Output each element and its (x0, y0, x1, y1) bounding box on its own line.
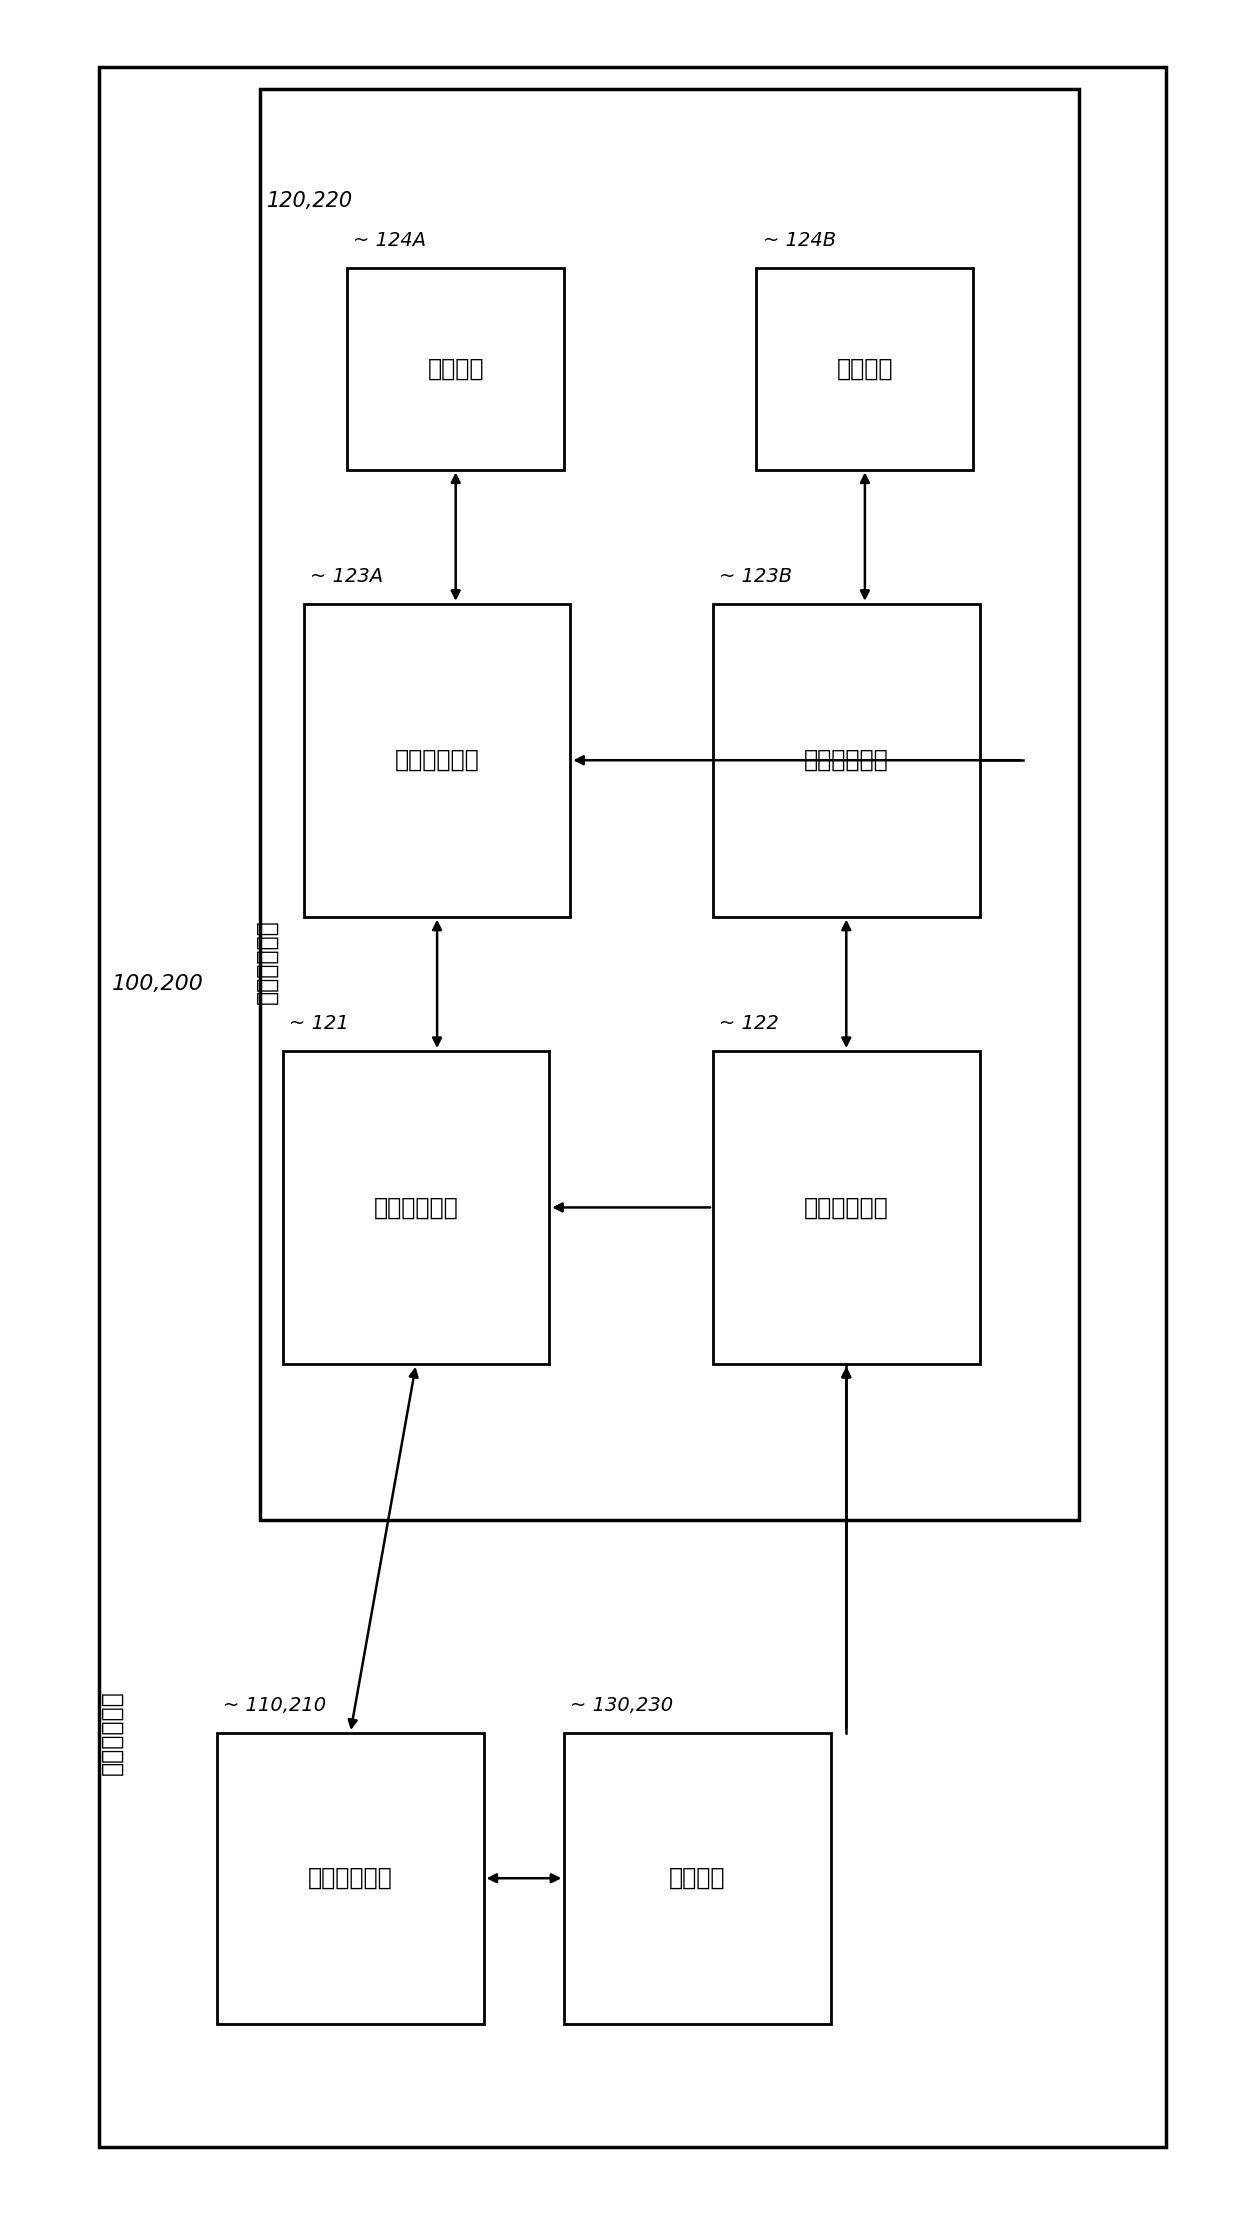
Bar (713, 604, 980, 917)
Bar (304, 604, 570, 917)
Bar (347, 268, 564, 470)
Bar (260, 89, 1079, 1520)
Text: 120,220: 120,220 (267, 192, 352, 210)
Bar (756, 268, 973, 470)
Text: 数据处理单元: 数据处理单元 (308, 1867, 393, 1889)
Text: ~ 122: ~ 122 (719, 1015, 779, 1033)
Text: 无线通信设备: 无线通信设备 (99, 1690, 124, 1775)
Text: ~ 123A: ~ 123A (310, 568, 383, 586)
Text: ~ 124B: ~ 124B (763, 233, 836, 250)
Text: 信道估计单元: 信道估计单元 (804, 1196, 889, 1219)
Text: 信号处理单元: 信号处理单元 (373, 1196, 459, 1219)
Bar (564, 1733, 831, 2024)
Text: 无线接口单元: 无线接口单元 (804, 749, 889, 771)
Text: 100,200: 100,200 (112, 975, 203, 993)
Text: ~ 124A: ~ 124A (353, 233, 427, 250)
Text: ~ 110,210: ~ 110,210 (223, 1697, 326, 1715)
Text: 放大单元: 放大单元 (428, 358, 484, 380)
Text: ~ 121: ~ 121 (289, 1015, 348, 1033)
Bar (99, 67, 1166, 2147)
Bar (217, 1733, 484, 2024)
Text: ~ 130,230: ~ 130,230 (570, 1697, 673, 1715)
Text: 无线通信单元: 无线通信单元 (254, 919, 279, 1004)
Text: 无线接口单元: 无线接口单元 (394, 749, 480, 771)
Text: 放大单元: 放大单元 (837, 358, 893, 380)
Bar (283, 1051, 549, 1364)
Text: ~ 123B: ~ 123B (719, 568, 792, 586)
Bar (713, 1051, 980, 1364)
Text: 控制单元: 控制单元 (670, 1867, 725, 1889)
